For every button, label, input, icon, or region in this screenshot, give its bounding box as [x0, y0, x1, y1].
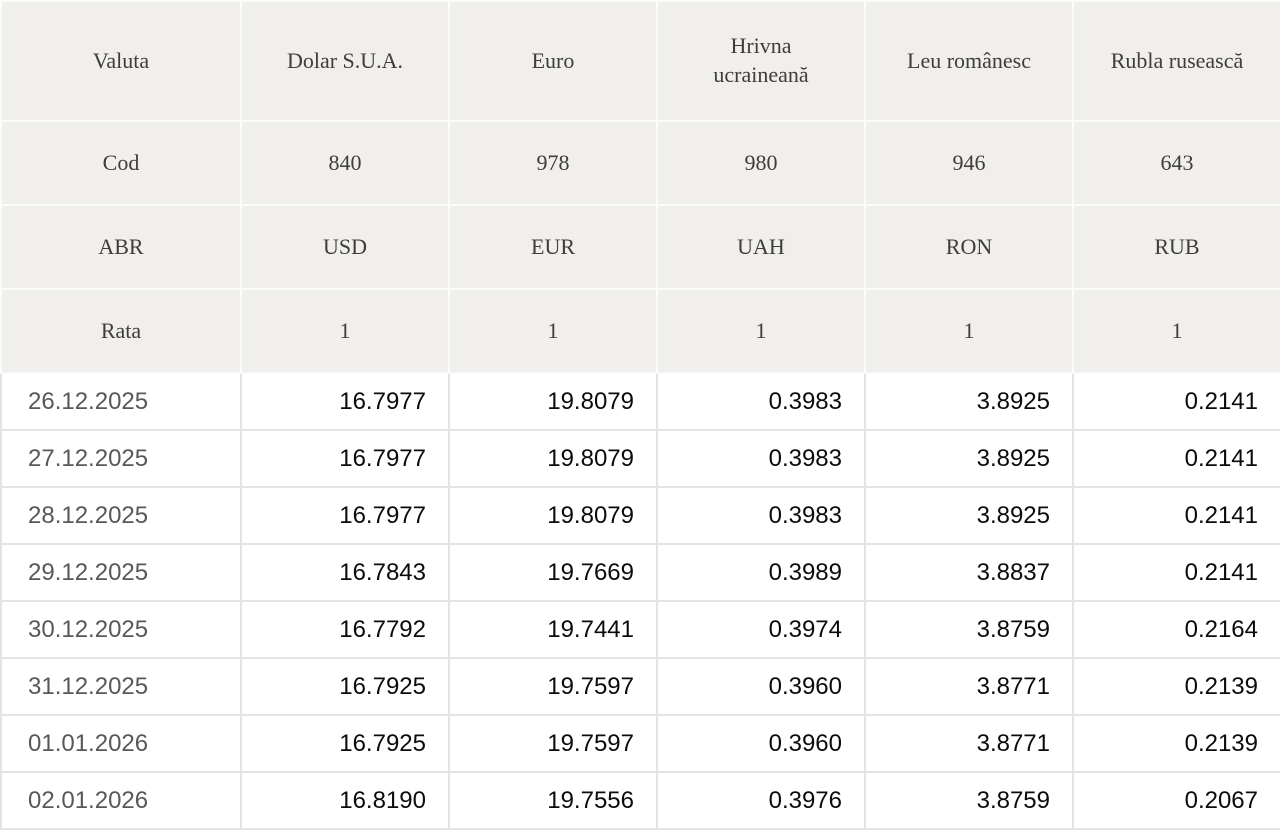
- rate-cell-usd: 16.7977: [240, 486, 450, 545]
- currency-abbr-eur: EUR: [448, 204, 658, 290]
- date-cell: 30.12.2025: [0, 600, 242, 659]
- currency-unit-uah: 1: [656, 288, 866, 374]
- rate-cell-ron: 3.8925: [864, 486, 1074, 545]
- currency-code-ron: 946: [864, 120, 1074, 206]
- rate-cell-rub: 0.2139: [1072, 714, 1280, 773]
- currency-name-eur: Euro: [448, 0, 658, 122]
- date-cell: 31.12.2025: [0, 657, 242, 716]
- rate-cell-usd: 16.7792: [240, 600, 450, 659]
- rate-cell-uah: 0.3976: [656, 771, 866, 830]
- rate-cell-rub: 0.2164: [1072, 600, 1280, 659]
- header-label-abr: ABR: [0, 204, 242, 290]
- date-cell: 02.01.2026: [0, 771, 242, 830]
- header-row-abr: ABR USD EUR UAH RON RUB: [0, 204, 1280, 290]
- header-row-rata: Rata 1 1 1 1 1: [0, 288, 1280, 374]
- rate-cell-ron: 3.8925: [864, 372, 1074, 431]
- header-label-valuta: Valuta: [0, 0, 242, 122]
- rate-cell-eur: 19.7597: [448, 657, 658, 716]
- currency-unit-rub: 1: [1072, 288, 1280, 374]
- header-label-cod: Cod: [0, 120, 242, 206]
- currency-name-uah: Hrivna ucraineană: [656, 0, 866, 122]
- rate-cell-eur: 19.7597: [448, 714, 658, 773]
- rate-cell-rub: 0.2141: [1072, 429, 1280, 488]
- rate-cell-rub: 0.2067: [1072, 771, 1280, 830]
- currency-code-uah: 980: [656, 120, 866, 206]
- rate-cell-ron: 3.8759: [864, 771, 1074, 830]
- rate-cell-eur: 19.7441: [448, 600, 658, 659]
- currency-unit-usd: 1: [240, 288, 450, 374]
- rate-cell-eur: 19.8079: [448, 372, 658, 431]
- rate-cell-usd: 16.8190: [240, 771, 450, 830]
- currency-code-usd: 840: [240, 120, 450, 206]
- table-row: 01.01.2026 16.7925 19.7597 0.3960 3.8771…: [0, 714, 1280, 773]
- date-cell: 27.12.2025: [0, 429, 242, 488]
- rate-cell-uah: 0.3960: [656, 714, 866, 773]
- rate-cell-uah: 0.3989: [656, 543, 866, 602]
- rate-cell-eur: 19.7669: [448, 543, 658, 602]
- currency-code-rub: 643: [1072, 120, 1280, 206]
- rate-cell-eur: 19.7556: [448, 771, 658, 830]
- table-row: 31.12.2025 16.7925 19.7597 0.3960 3.8771…: [0, 657, 1280, 716]
- rate-cell-ron: 3.8837: [864, 543, 1074, 602]
- table-row: 30.12.2025 16.7792 19.7441 0.3974 3.8759…: [0, 600, 1280, 659]
- rate-cell-ron: 3.8771: [864, 657, 1074, 716]
- currency-abbr-ron: RON: [864, 204, 1074, 290]
- currency-name-rub: Rubla rusească: [1072, 0, 1280, 122]
- table-row: 29.12.2025 16.7843 19.7669 0.3989 3.8837…: [0, 543, 1280, 602]
- rate-cell-usd: 16.7925: [240, 714, 450, 773]
- currency-abbr-uah: UAH: [656, 204, 866, 290]
- rate-cell-uah: 0.3983: [656, 486, 866, 545]
- rate-cell-usd: 16.7977: [240, 372, 450, 431]
- rate-cell-ron: 3.8771: [864, 714, 1074, 773]
- date-cell: 01.01.2026: [0, 714, 242, 773]
- rate-cell-ron: 3.8925: [864, 429, 1074, 488]
- currency-code-eur: 978: [448, 120, 658, 206]
- table-row: 02.01.2026 16.8190 19.7556 0.3976 3.8759…: [0, 771, 1280, 830]
- currency-name-usd: Dolar S.U.A.: [240, 0, 450, 122]
- currency-name-ron: Leu românesc: [864, 0, 1074, 122]
- table-row: 26.12.2025 16.7977 19.8079 0.3983 3.8925…: [0, 372, 1280, 431]
- rate-cell-uah: 0.3983: [656, 429, 866, 488]
- rate-cell-rub: 0.2141: [1072, 543, 1280, 602]
- rate-cell-rub: 0.2141: [1072, 372, 1280, 431]
- currency-unit-ron: 1: [864, 288, 1074, 374]
- currency-unit-eur: 1: [448, 288, 658, 374]
- currency-abbr-rub: RUB: [1072, 204, 1280, 290]
- rate-cell-eur: 19.8079: [448, 429, 658, 488]
- header-row-cod: Cod 840 978 980 946 643: [0, 120, 1280, 206]
- rate-cell-rub: 0.2139: [1072, 657, 1280, 716]
- currency-abbr-usd: USD: [240, 204, 450, 290]
- rate-cell-usd: 16.7843: [240, 543, 450, 602]
- rate-cell-eur: 19.8079: [448, 486, 658, 545]
- rate-cell-uah: 0.3974: [656, 600, 866, 659]
- rate-cell-usd: 16.7977: [240, 429, 450, 488]
- date-cell: 26.12.2025: [0, 372, 242, 431]
- table-row: 27.12.2025 16.7977 19.8079 0.3983 3.8925…: [0, 429, 1280, 488]
- table-row: 28.12.2025 16.7977 19.8079 0.3983 3.8925…: [0, 486, 1280, 545]
- header-row-valuta: Valuta Dolar S.U.A. Euro Hrivna ucrainea…: [0, 0, 1280, 122]
- rate-cell-ron: 3.8759: [864, 600, 1074, 659]
- rate-cell-rub: 0.2141: [1072, 486, 1280, 545]
- rate-cell-usd: 16.7925: [240, 657, 450, 716]
- date-cell: 28.12.2025: [0, 486, 242, 545]
- header-label-rata: Rata: [0, 288, 242, 374]
- date-cell: 29.12.2025: [0, 543, 242, 602]
- rate-cell-uah: 0.3983: [656, 372, 866, 431]
- rate-cell-uah: 0.3960: [656, 657, 866, 716]
